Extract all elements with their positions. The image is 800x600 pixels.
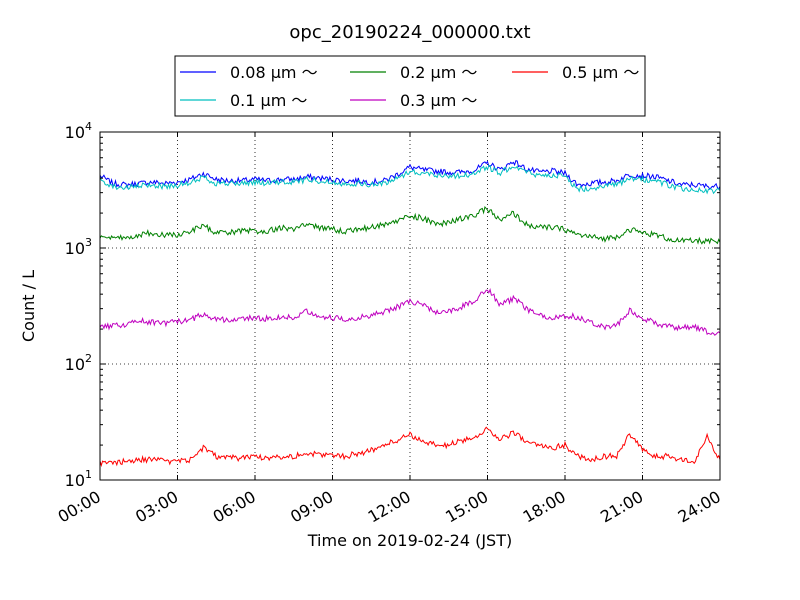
- y-tick-label: 104: [65, 120, 92, 142]
- series-line: [99, 164, 721, 195]
- grid: [100, 132, 720, 480]
- y-tick-label: 101: [65, 468, 92, 490]
- x-axis-label: Time on 2019-02-24 (JST): [307, 531, 512, 550]
- series-line: [99, 426, 721, 468]
- legend-label: 0.08 μm ～: [230, 63, 318, 82]
- legend-label: 0.2 μm ～: [400, 63, 477, 82]
- series-line: [99, 159, 721, 191]
- y-tick-label: 103: [65, 236, 92, 258]
- legend-box: [174, 55, 646, 117]
- legend-label: 0.3 μm ～: [400, 91, 477, 110]
- y-tick-label: 102: [65, 352, 92, 374]
- y-axis-label: Count / L: [19, 270, 38, 342]
- series-lines: [99, 159, 721, 468]
- legend: 0.08 μm ～ 0.1 μm ～ 0.2 μm ～ 0.3 μm ～ 0.5 μm …: [174, 55, 646, 117]
- chart-title: opc_20190224_000000.txt: [289, 22, 530, 43]
- series-line: [99, 287, 721, 336]
- legend-label: 0.5 μm ～: [562, 63, 639, 82]
- legend-label: 0.1 μm ～: [230, 91, 307, 110]
- series-line: [99, 205, 721, 245]
